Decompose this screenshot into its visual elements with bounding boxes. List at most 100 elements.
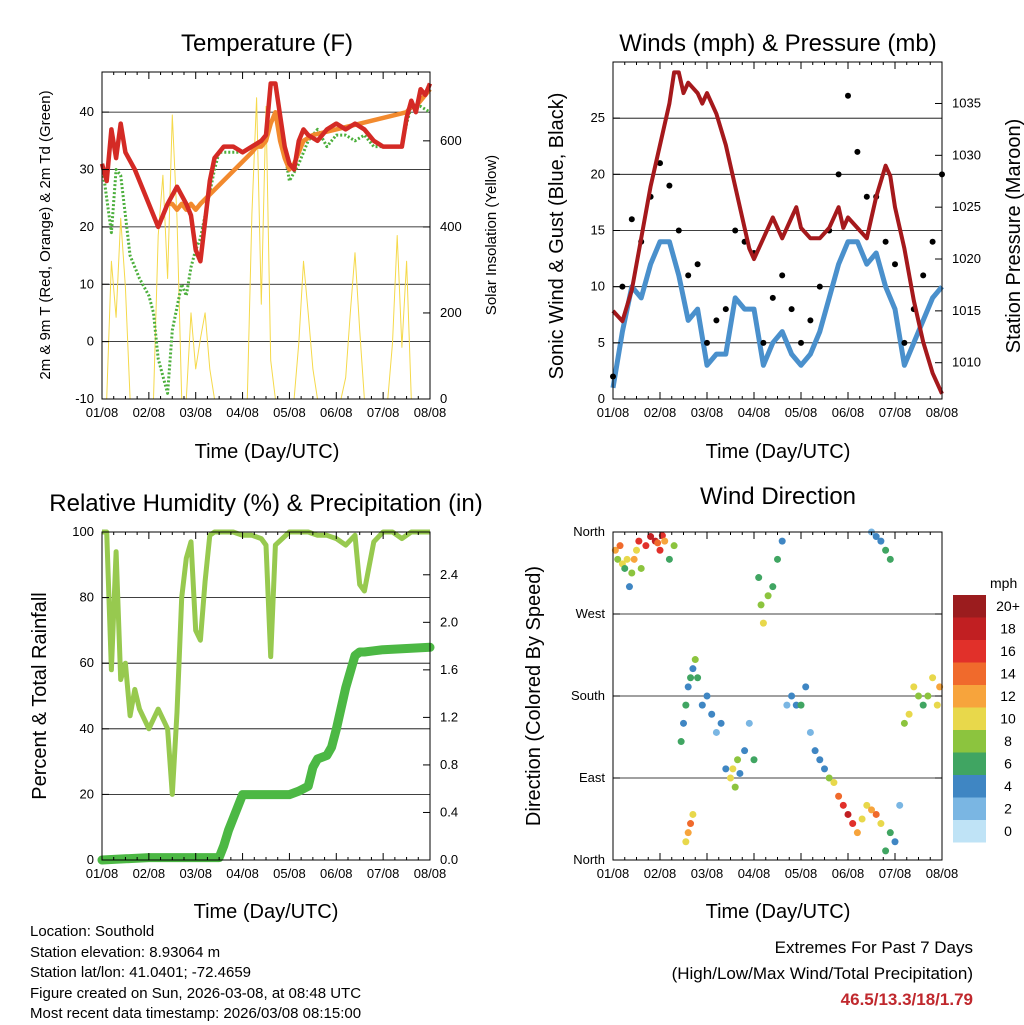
direction-point <box>630 555 638 563</box>
x-tick-label: 05/08 <box>785 405 818 420</box>
y-tick-label: 0 <box>87 334 94 349</box>
y-tick-label: 100 <box>72 524 94 539</box>
latlon-text: Station lat/lon: 41.0401; -72.4659 <box>30 964 252 981</box>
x-tick-label: 04/08 <box>738 866 771 881</box>
y-tick-label: 20 <box>80 219 94 234</box>
direction-point <box>872 810 880 818</box>
colorbar-swatch <box>953 685 986 708</box>
temperature-ylabel: 2m & 9m T (Red, Orange) & 2m Td (Green) <box>37 90 54 379</box>
x-tick-label: 06/08 <box>832 866 865 881</box>
y2-tick-label: 1015 <box>952 303 981 318</box>
temperature-y2label: Solar Insolation (Yellow) <box>483 155 500 315</box>
colorbar-label: 12 <box>1000 688 1016 704</box>
x-tick-label: 06/08 <box>832 405 865 420</box>
direction-xlabel: Time (Day/UTC) <box>706 901 851 923</box>
direction-point <box>736 769 744 777</box>
y-tick-label: 5 <box>598 335 605 350</box>
direction-point <box>703 692 711 700</box>
y2-tick-label: 600 <box>440 133 462 148</box>
direction-point <box>844 810 852 818</box>
x-tick-label: 02/08 <box>133 866 166 881</box>
extremes-box: Extremes For Past 7 Days (High/Low/Max W… <box>672 935 973 1013</box>
colorbar-label: 20+ <box>996 598 1020 614</box>
direction-point <box>729 765 737 773</box>
direction-point <box>769 583 777 591</box>
colorbar-swatch <box>953 775 986 798</box>
gust-point <box>807 317 814 324</box>
direction-point <box>691 656 699 664</box>
colorbar-label: 14 <box>1000 666 1016 682</box>
humidity-panel: Relative Humidity (%) & Precipitation (i… <box>29 490 483 923</box>
y-tick-label: 10 <box>80 276 94 291</box>
direction-point <box>654 539 662 547</box>
y-tick-label: 30 <box>80 162 94 177</box>
x-tick-label: 03/08 <box>691 405 724 420</box>
series-line-2m-td <box>100 104 431 395</box>
direction-panel: Wind Direction 01/08 02/08 03/08 04/08 05/08… <box>523 483 1020 923</box>
y2-tick-label: 0.4 <box>440 804 458 819</box>
temperature-title: Temperature (F) <box>181 30 353 57</box>
x-tick-label: 04/08 <box>226 866 259 881</box>
direction-point <box>757 601 765 609</box>
winds-title: Winds (mph) & Pressure (mb) <box>619 30 936 57</box>
x-tick-label: 06/08 <box>320 866 353 881</box>
humidity-axes: 01/08 02/08 03/08 04/08 05/08 06/08 07/08 08/08… <box>72 524 458 881</box>
colorbar-label: 10 <box>1000 711 1016 727</box>
direction-point <box>905 710 913 718</box>
direction-point <box>886 829 894 837</box>
x-tick-label: 04/08 <box>226 405 259 420</box>
direction-point <box>750 756 758 764</box>
direction-point <box>665 555 673 563</box>
colorbar-title: mph <box>990 575 1017 591</box>
direction-point <box>929 674 937 682</box>
y2-tick-label: 1.6 <box>440 662 458 677</box>
temperature-marks <box>99 81 433 400</box>
direction-ylabel: Direction (Colored By Speed) <box>523 566 545 826</box>
winds-ylabel: Sonic Wind & Gust (Blue, Black) <box>546 93 568 380</box>
direction-point <box>802 683 810 691</box>
direction-point <box>830 779 838 787</box>
direction-point <box>774 555 781 563</box>
direction-point <box>611 546 619 554</box>
y2-tick-label: 2.0 <box>440 614 458 629</box>
gust-point <box>619 283 626 290</box>
direction-point <box>682 838 690 846</box>
direction-point <box>621 564 629 572</box>
colorbar-label: 8 <box>1004 733 1012 749</box>
y2-tick-label: 1025 <box>952 199 981 214</box>
winds-panel: Winds (mph) & Pressure (mb) 01/08 02/08 03… <box>546 30 1024 463</box>
y2-tick-label: 1020 <box>952 251 981 266</box>
y2-tick-label: 1030 <box>952 147 981 162</box>
elevation-text: Station elevation: 8.93064 m <box>30 943 221 961</box>
direction-point <box>882 847 890 855</box>
direction-point <box>882 546 890 554</box>
direction-point <box>628 569 636 577</box>
y-tick-label: 80 <box>80 590 94 605</box>
x-tick-label: 08/08 <box>414 405 447 420</box>
x-tick-label: 06/08 <box>320 405 353 420</box>
x-tick-label: 02/08 <box>644 866 677 881</box>
direction-point <box>806 728 814 736</box>
direction-point <box>722 765 730 773</box>
gust-point <box>713 317 720 324</box>
y-tick-label: 60 <box>80 655 94 670</box>
series-line-total-rainfall <box>97 642 435 865</box>
gust-point <box>901 339 908 346</box>
direction-point <box>635 537 643 545</box>
gust-point <box>788 306 795 313</box>
y-tick-label: South <box>571 688 605 703</box>
x-tick-label: 05/08 <box>273 405 306 420</box>
direction-point <box>858 815 866 823</box>
direction-point <box>616 542 624 550</box>
x-tick-label: 04/08 <box>738 405 771 420</box>
direction-point <box>900 719 908 727</box>
x-tick-label: 08/08 <box>414 866 447 881</box>
x-tick-label: 02/08 <box>133 405 166 420</box>
direction-point <box>896 801 904 809</box>
direction-point <box>839 801 847 809</box>
colorbar-swatch <box>953 730 986 753</box>
colorbar-swatch <box>953 662 986 685</box>
x-tick-label: 08/08 <box>926 405 959 420</box>
gust-point <box>722 306 729 313</box>
x-tick-label: 03/08 <box>691 866 724 881</box>
